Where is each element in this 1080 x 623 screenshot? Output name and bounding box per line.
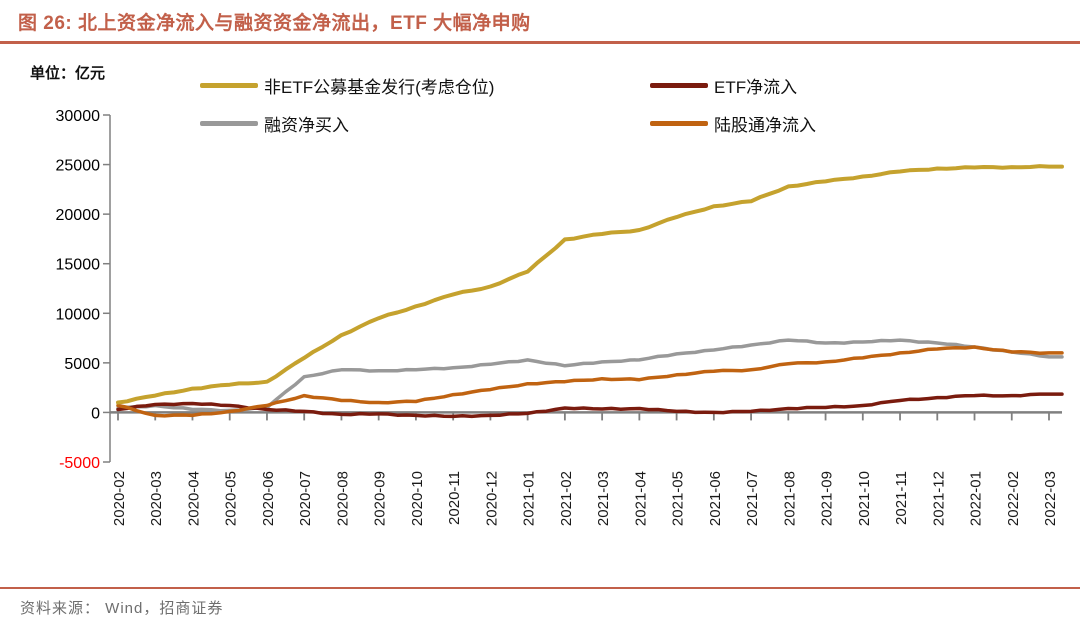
- series-line-0: [116, 164, 1064, 405]
- x-axis-label: 2021-08: [781, 471, 798, 526]
- x-axis-label: 2021-02: [558, 471, 575, 526]
- x-axis-label: 2021-06: [707, 471, 724, 526]
- x-axis-label: 2020-04: [185, 471, 202, 526]
- x-axis-label: 2020-05: [223, 471, 240, 526]
- source-label: 资料来源： Wind，招商证券: [20, 600, 224, 617]
- x-axis-label: 2021-12: [930, 471, 947, 526]
- x-axis-label: 2020-09: [372, 471, 389, 526]
- title-underline: [0, 41, 1080, 44]
- x-axis-label: 2020-11: [446, 471, 463, 525]
- footer-divider: [0, 587, 1080, 589]
- x-axis-label: 2020-02: [111, 471, 128, 526]
- y-axis-label: 10000: [56, 306, 101, 323]
- y-axis-label: 5000: [64, 356, 100, 373]
- line-chart: 30000 25000 20000 15000 10000 5000 0 -5000 2020-…: [56, 108, 1064, 526]
- x-axis-label: 2022-03: [1042, 471, 1059, 526]
- x-axis-label: 2021-10: [856, 471, 873, 526]
- series-line-3: [116, 345, 1064, 418]
- x-axis-label: 2021-03: [595, 471, 612, 526]
- y-axis-label: 25000: [56, 158, 101, 175]
- x-axis-label: 2021-05: [670, 471, 687, 526]
- x-axis-label: 2020-12: [483, 471, 500, 526]
- y-axis-label: 0: [91, 405, 100, 422]
- page-title: 图 26: 北上资金净流入与融资资金净流出，ETF 大幅净申购: [18, 13, 531, 34]
- x-axis-label: 2021-04: [632, 471, 649, 526]
- x-axis-label: 2021-11: [893, 471, 910, 525]
- unit-label: 单位：亿元: [30, 65, 106, 82]
- x-axis-label: 2021-07: [744, 471, 761, 526]
- y-axis-label: -5000: [59, 455, 100, 472]
- x-axis-label: 2021-01: [521, 471, 538, 526]
- x-axis-label: 2020-10: [409, 471, 426, 526]
- x-axis-label: 2020-08: [334, 471, 351, 526]
- x-axis-label: 2021-09: [819, 471, 836, 526]
- x-axis-label: 2022-02: [1005, 471, 1022, 526]
- series-line-2: [116, 338, 1064, 413]
- x-axis-label: 2020-03: [148, 471, 165, 526]
- y-axis-label: 15000: [56, 257, 101, 274]
- x-axis-label: 2020-06: [260, 471, 277, 526]
- series-line-1: [116, 392, 1064, 419]
- y-axis-label: 20000: [56, 207, 101, 224]
- y-axis-label: 30000: [56, 108, 101, 125]
- x-axis-label: 2020-07: [297, 471, 314, 526]
- x-axis-label: 2022-01: [968, 471, 985, 526]
